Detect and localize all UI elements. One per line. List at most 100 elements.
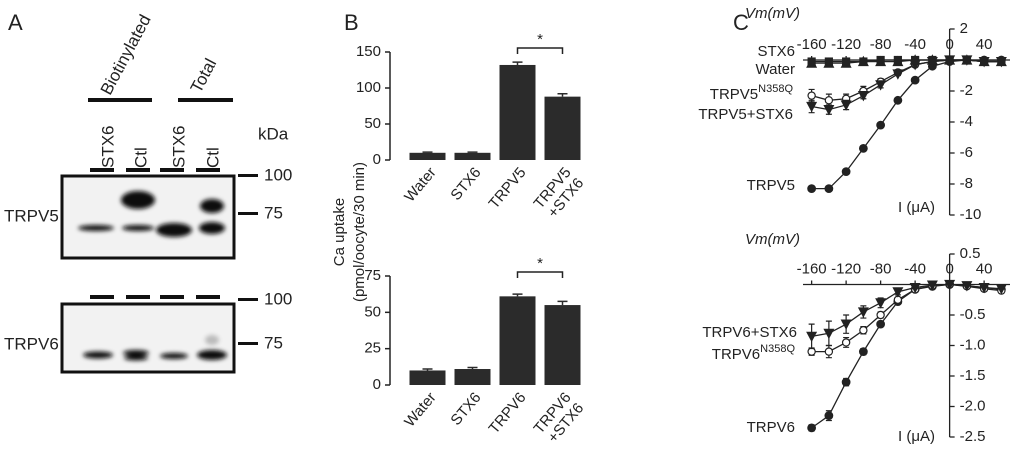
point bbox=[944, 279, 956, 291]
y-tick-label: 0 bbox=[373, 151, 381, 168]
point bbox=[980, 57, 989, 66]
lane-label: STX6 bbox=[169, 125, 188, 168]
point bbox=[875, 80, 887, 91]
significance-label: * bbox=[537, 31, 543, 48]
y-tick-label: -0.5 bbox=[960, 306, 986, 323]
point bbox=[911, 55, 920, 65]
y-tick-label: -1.5 bbox=[960, 367, 986, 384]
point bbox=[876, 310, 885, 320]
x-tick-label: TRPV5+STX6 bbox=[530, 164, 587, 223]
point bbox=[857, 307, 869, 318]
point bbox=[840, 100, 852, 111]
x-tick-label: 40 bbox=[976, 260, 993, 277]
point bbox=[841, 338, 851, 347]
significance-bracket bbox=[516, 47, 564, 54]
marker-label: 100 bbox=[264, 289, 292, 308]
bands bbox=[78, 191, 225, 237]
point bbox=[842, 57, 851, 66]
significance-label: * bbox=[537, 255, 543, 272]
x-tick-label: 0 bbox=[945, 260, 953, 277]
point bbox=[807, 91, 816, 100]
y-axis-label: Ca uptake bbox=[331, 198, 348, 266]
point bbox=[824, 57, 833, 66]
point bbox=[909, 282, 921, 294]
point bbox=[928, 55, 937, 65]
point bbox=[806, 101, 818, 113]
blot-label: TRPV5 bbox=[4, 206, 59, 225]
bar bbox=[544, 96, 581, 160]
error-bar bbox=[512, 61, 523, 65]
point bbox=[945, 55, 954, 65]
y-tick-label: -10 bbox=[960, 206, 982, 223]
y-tick-label: -2.0 bbox=[960, 397, 986, 414]
y-tick-label: 50 bbox=[364, 115, 381, 132]
point bbox=[807, 423, 817, 433]
x-axis-label: Vm(mV) bbox=[745, 231, 800, 248]
bar bbox=[499, 296, 536, 385]
bar bbox=[499, 64, 536, 160]
point bbox=[997, 57, 1006, 66]
y-tick-label: 100 bbox=[356, 79, 381, 96]
unit-label: kDa bbox=[258, 124, 289, 143]
x-tick-label: TRPV6 bbox=[485, 389, 529, 437]
point bbox=[892, 69, 904, 80]
point bbox=[876, 319, 886, 329]
point bbox=[807, 57, 816, 66]
y-axis-label: I (μA) bbox=[898, 199, 935, 216]
y-tick-label: 50 bbox=[364, 303, 381, 320]
y-axis-label: (pmol/oocyte/30 min) bbox=[351, 162, 368, 302]
point bbox=[858, 347, 868, 357]
y-tick-label: -1.0 bbox=[960, 336, 986, 353]
series-label: TRPV6 bbox=[747, 419, 795, 436]
point bbox=[824, 411, 834, 421]
x-axis-label: Vm(mV) bbox=[745, 5, 800, 22]
point bbox=[823, 328, 835, 340]
group-label: Biotinylated bbox=[97, 11, 155, 98]
point bbox=[995, 284, 1007, 295]
y-tick-label: -6 bbox=[960, 144, 973, 161]
marker-label: 75 bbox=[264, 333, 283, 352]
x-tick-label: -160 bbox=[797, 260, 827, 277]
lane-label: Ctl bbox=[131, 147, 150, 168]
x-tick-label: TRPV6+STX6 bbox=[530, 389, 587, 448]
point bbox=[824, 347, 834, 356]
y-tick-label: 0.5 bbox=[960, 245, 981, 262]
blot-label: TRPV6 bbox=[4, 334, 59, 353]
point bbox=[910, 75, 920, 85]
series-label: Water bbox=[756, 61, 795, 78]
point bbox=[824, 184, 834, 194]
series-label: TRPV6+STX6 bbox=[702, 324, 797, 341]
series-label: TRPV5+STX6 bbox=[698, 106, 793, 123]
marker-label: 75 bbox=[264, 203, 283, 222]
bands bbox=[83, 350, 227, 361]
y-tick-label: 75 bbox=[364, 267, 381, 284]
point bbox=[806, 331, 818, 343]
marker-label: 100 bbox=[264, 165, 292, 184]
point bbox=[859, 326, 868, 335]
point bbox=[807, 184, 817, 194]
marker-tick bbox=[238, 212, 258, 215]
point bbox=[978, 282, 990, 294]
lane-bars bbox=[90, 168, 220, 299]
point bbox=[893, 55, 902, 65]
panel-label: B bbox=[344, 10, 359, 35]
x-tick-label: -40 bbox=[904, 36, 926, 53]
x-tick-label: STX6 bbox=[447, 164, 484, 204]
bar bbox=[454, 369, 491, 385]
bar bbox=[544, 305, 581, 385]
y-axis-label: I (μA) bbox=[898, 428, 935, 445]
x-tick-label: -120 bbox=[831, 36, 861, 53]
series-label: TRPV5N358Q bbox=[710, 83, 794, 103]
y-tick-label: -2.5 bbox=[960, 428, 986, 445]
point bbox=[857, 91, 869, 102]
error-bar bbox=[467, 151, 478, 153]
lane-label: Ctl bbox=[203, 147, 222, 168]
y-tick-label: 2 bbox=[960, 20, 968, 37]
x-tick-label: -120 bbox=[831, 260, 861, 277]
bar bbox=[409, 152, 446, 160]
point bbox=[858, 143, 868, 153]
error-bar bbox=[467, 366, 478, 370]
bar bbox=[454, 152, 491, 160]
point bbox=[824, 96, 834, 105]
